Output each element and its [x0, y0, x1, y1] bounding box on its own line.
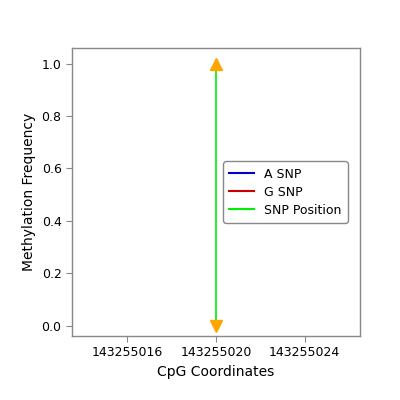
X-axis label: CpG Coordinates: CpG Coordinates	[157, 365, 275, 379]
Legend: A SNP, G SNP, SNP Position: A SNP, G SNP, SNP Position	[223, 161, 348, 223]
Y-axis label: Methylation Frequency: Methylation Frequency	[22, 113, 36, 271]
